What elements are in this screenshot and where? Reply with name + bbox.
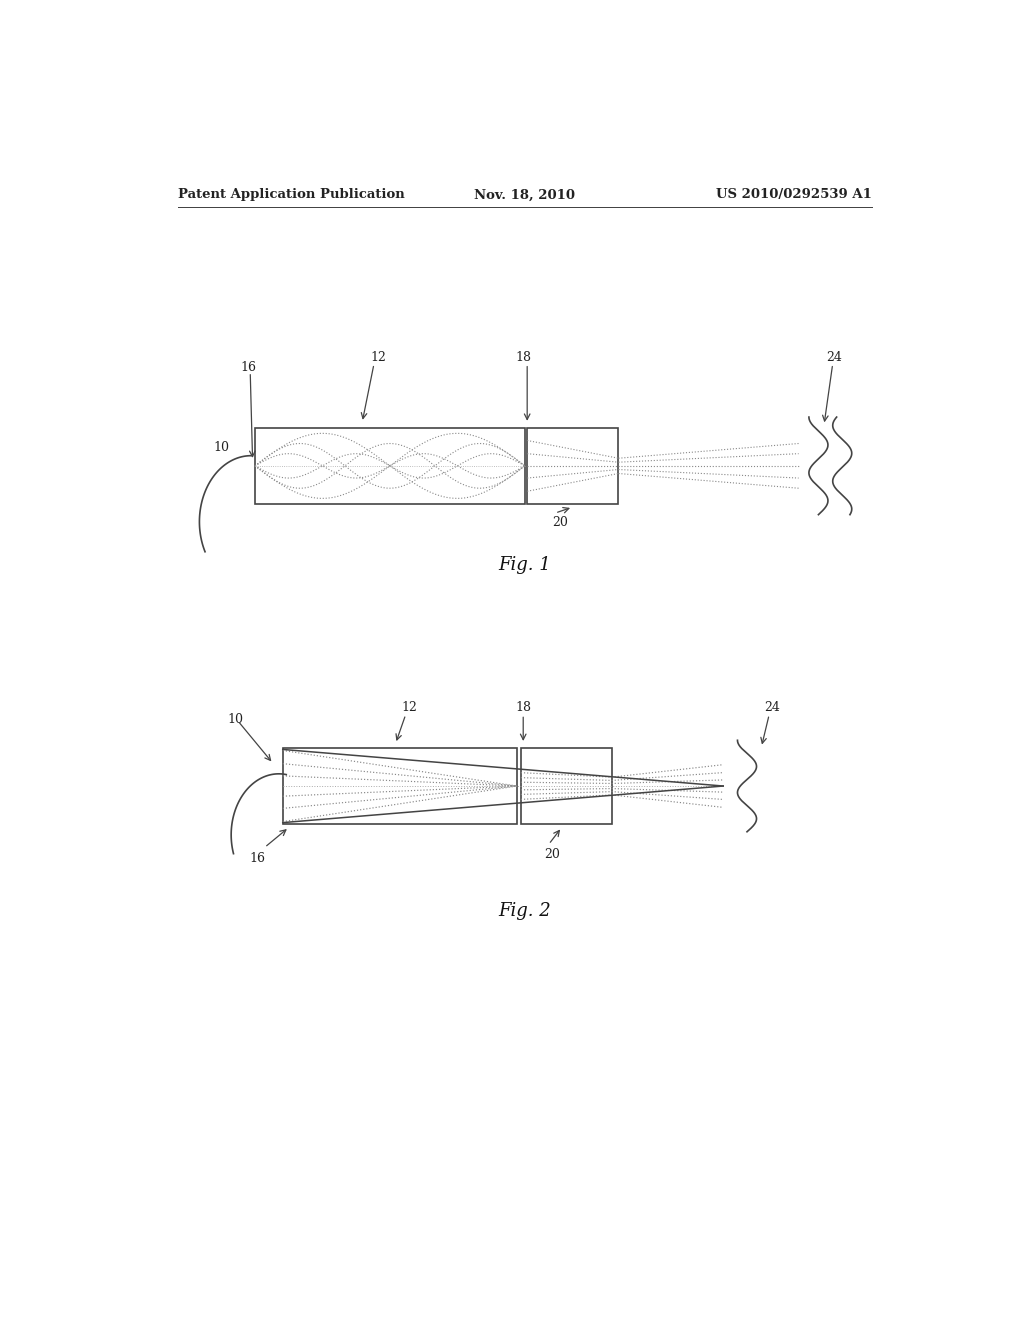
Text: Patent Application Publication: Patent Application Publication [178,189,404,202]
Text: 12: 12 [401,701,418,714]
Text: 16: 16 [241,362,257,375]
Text: 12: 12 [370,351,386,364]
Text: 24: 24 [765,701,780,714]
Text: 20: 20 [553,516,568,529]
Text: 20: 20 [545,847,560,861]
Bar [283,748,517,824]
Text: 10: 10 [227,713,244,726]
Text: US 2010/0292539 A1: US 2010/0292539 A1 [716,189,871,202]
Text: Nov. 18, 2010: Nov. 18, 2010 [474,189,575,202]
Text: Fig. 2: Fig. 2 [499,902,551,920]
Text: 18: 18 [515,701,531,714]
Bar [527,428,618,504]
Text: 18: 18 [515,351,531,364]
Text: 24: 24 [826,351,843,364]
Text: 10: 10 [214,441,229,454]
Bar [521,748,612,824]
Text: 16: 16 [250,851,265,865]
Text: Fig. 1: Fig. 1 [499,556,551,574]
Bar [255,428,524,504]
